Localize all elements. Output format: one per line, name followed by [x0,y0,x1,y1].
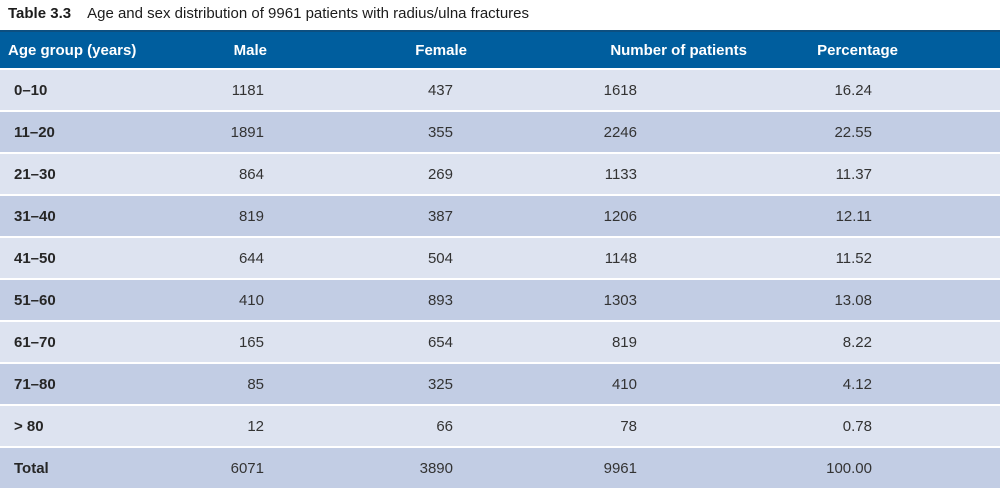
patients-cell: 1133 [475,154,765,194]
age-group-cell: 21–30 [0,154,185,194]
caption-label: Table 3.3 [8,5,72,22]
age-group-cell: 41–50 [0,238,185,278]
patients-cell: 78 [475,406,765,446]
table-row: > 80 12 66 78 0.78 [0,406,1000,446]
male-cell: 1181 [185,70,285,110]
patients-cell: 1148 [475,238,765,278]
percentage-cell: 11.37 [765,154,1000,194]
table-row: 21–30 864 269 1133 11.37 [0,154,1000,194]
age-group-cell: > 80 [0,406,185,446]
percentage-total-cell: 100.00 [765,448,1000,488]
female-cell: 355 [285,112,475,152]
table-caption: Table 3.3 Age and sex distribution of 99… [0,0,1000,28]
male-cell: 864 [185,154,285,194]
patients-cell: 1618 [475,70,765,110]
percentage-cell: 11.52 [765,238,1000,278]
percentage-cell: 0.78 [765,406,1000,446]
female-cell: 654 [285,322,475,362]
age-group-cell: 61–70 [0,322,185,362]
female-cell: 66 [285,406,475,446]
percentage-cell: 13.08 [765,280,1000,320]
percentage-cell: 12.11 [765,196,1000,236]
age-group-cell: 0–10 [0,70,185,110]
male-cell: 819 [185,196,285,236]
column-header-age-group: Age group (years) [0,30,185,68]
patients-cell: 819 [475,322,765,362]
percentage-cell: 22.55 [765,112,1000,152]
male-cell: 12 [185,406,285,446]
column-header-percentage: Percentage [765,30,1000,68]
male-cell: 410 [185,280,285,320]
female-cell: 893 [285,280,475,320]
percentage-cell: 4.12 [765,364,1000,404]
male-cell: 85 [185,364,285,404]
female-cell: 387 [285,196,475,236]
column-header-patients: Number of patients [475,30,765,68]
header-row: Age group (years) Male Female Number of … [0,30,1000,68]
patients-cell: 410 [475,364,765,404]
table-row: 31–40 819 387 1206 12.11 [0,196,1000,236]
total-row: Total 6071 3890 9961 100.00 [0,448,1000,488]
male-cell: 1891 [185,112,285,152]
male-total-cell: 6071 [185,448,285,488]
column-header-male: Male [185,30,285,68]
female-total-cell: 3890 [285,448,475,488]
patients-cell: 1303 [475,280,765,320]
table-row: 61–70 165 654 819 8.22 [0,322,1000,362]
age-group-cell: 31–40 [0,196,185,236]
female-cell: 269 [285,154,475,194]
table-row: 0–10 1181 437 1618 16.24 [0,70,1000,110]
patients-cell: 2246 [475,112,765,152]
table-row: 71–80 85 325 410 4.12 [0,364,1000,404]
age-group-cell: 11–20 [0,112,185,152]
total-label-cell: Total [0,448,185,488]
male-cell: 165 [185,322,285,362]
percentage-cell: 8.22 [765,322,1000,362]
female-cell: 437 [285,70,475,110]
patients-cell: 1206 [475,196,765,236]
age-group-cell: 51–60 [0,280,185,320]
column-header-female: Female [285,30,475,68]
female-cell: 325 [285,364,475,404]
female-cell: 504 [285,238,475,278]
male-cell: 644 [185,238,285,278]
table-row: 51–60 410 893 1303 13.08 [0,280,1000,320]
table-row: 11–20 1891 355 2246 22.55 [0,112,1000,152]
caption-text: Age and sex distribution of 9961 patient… [87,5,530,22]
percentage-cell: 16.24 [765,70,1000,110]
data-table: Age group (years) Male Female Number of … [0,28,1000,490]
age-group-cell: 71–80 [0,364,185,404]
table-row: 41–50 644 504 1148 11.52 [0,238,1000,278]
patients-total-cell: 9961 [475,448,765,488]
